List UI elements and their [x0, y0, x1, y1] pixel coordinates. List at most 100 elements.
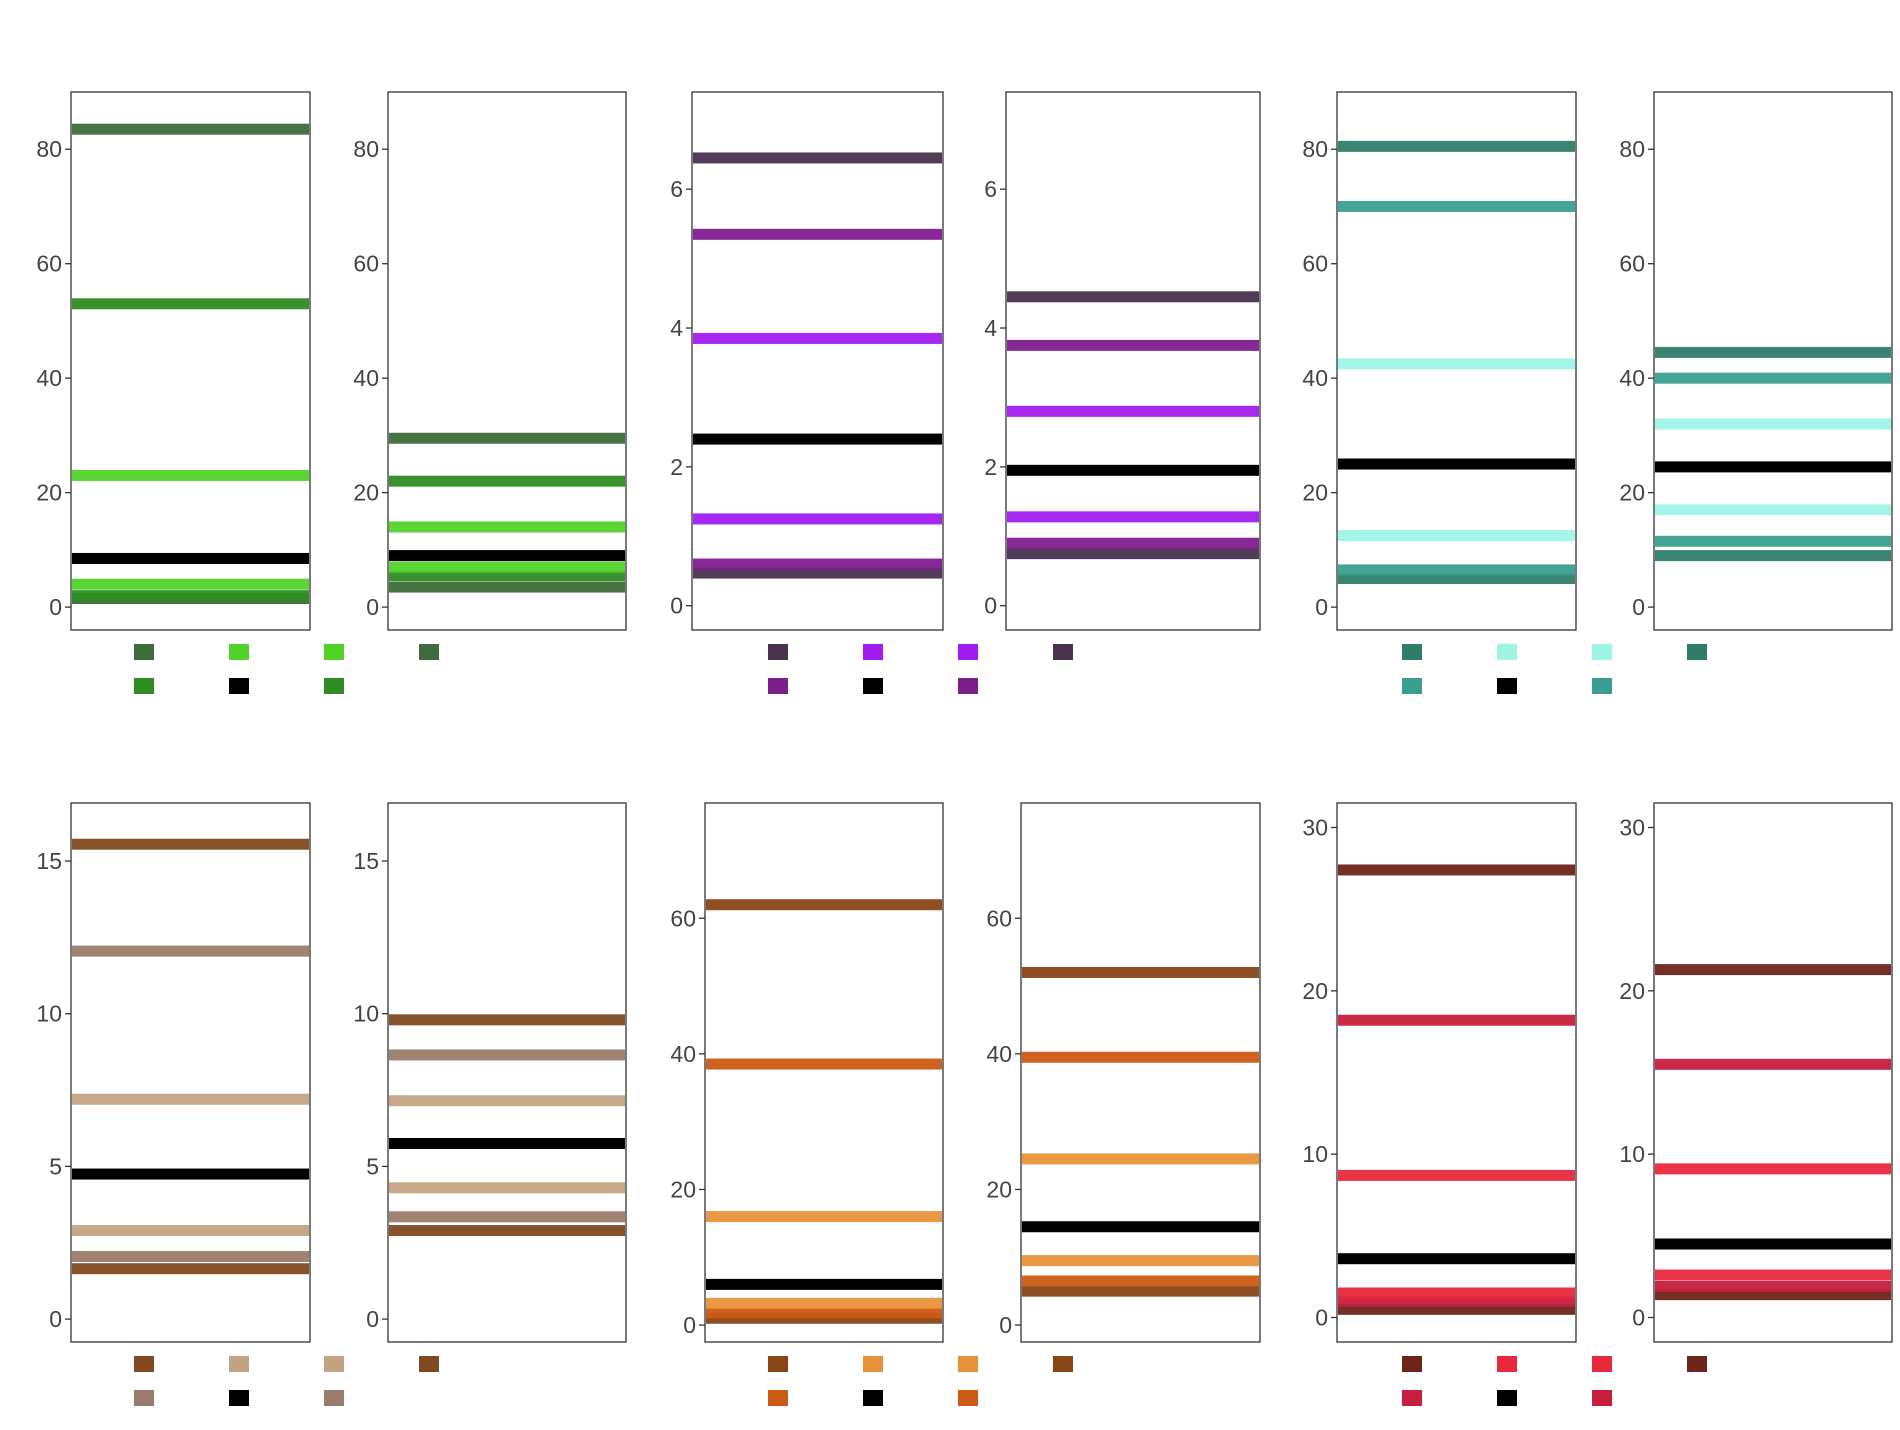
legend-swatch: [1687, 1356, 1707, 1372]
y-tick-label: 2: [984, 454, 997, 480]
y-tick-label: 20: [36, 480, 62, 506]
y-tick-label: 4: [670, 315, 683, 341]
percentile-band-5pct: [1022, 1285, 1259, 1297]
y-tick-label: 20: [1302, 480, 1328, 506]
percentile-band-25pct: [389, 1182, 625, 1194]
legend-swatch: [419, 644, 439, 660]
legend-swatch: [134, 644, 154, 660]
y-tick-label: 60: [36, 251, 62, 277]
legend-swatch: [863, 1390, 883, 1406]
percentile-band-90pct: [72, 298, 309, 310]
y-tick-label: 5: [49, 1153, 62, 1179]
y-tick-label: 0: [1315, 594, 1328, 620]
legend-swatch: [768, 1390, 788, 1406]
y-tick-label: 0: [49, 594, 62, 620]
legend-swatch: [768, 1356, 788, 1372]
percentile-band-25pct: [1655, 504, 1891, 516]
percentile-band-5pct: [389, 581, 625, 593]
y-tick-label: 15: [353, 848, 379, 874]
y-tick-label: 0: [999, 1312, 1012, 1338]
percentile-band-10pct: [1007, 537, 1259, 549]
percentile-band-75pct: [1338, 358, 1575, 370]
legend-swatch: [958, 1356, 978, 1372]
y-tick-label: 0: [683, 1312, 696, 1338]
percentile-band-5pct: [1655, 550, 1891, 562]
percentile-band-10pct: [389, 1211, 625, 1223]
y-tick-label: 80: [1302, 136, 1328, 162]
y-tick-label: 4: [984, 315, 997, 341]
y-tick-label: 0: [49, 1306, 62, 1332]
panel-frame: [704, 802, 944, 1343]
panel-frame: [1020, 802, 1261, 1343]
legend-swatch: [134, 678, 154, 694]
percentile-band-10pct: [72, 1250, 309, 1262]
percentile-band-50pct: [1338, 1253, 1575, 1265]
percentile-band-50pct: [1007, 464, 1259, 476]
percentile-band-95pct: [1007, 291, 1259, 303]
percentile-band-10pct: [706, 1307, 942, 1319]
y-tick-label: 80: [36, 136, 62, 162]
legend-swatch: [1402, 678, 1422, 694]
percentile-band-50pct: [693, 433, 942, 445]
y-tick-label: 40: [1302, 365, 1328, 391]
percentile-band-10pct: [1655, 535, 1891, 547]
percentile-band-95pct: [72, 123, 309, 135]
percentile-band-75pct: [1655, 1163, 1891, 1175]
percentile-band-25pct: [1655, 1269, 1891, 1281]
percentile-band-90pct: [1007, 339, 1259, 351]
percentile-band-50pct: [389, 550, 625, 562]
y-tick-label: 6: [984, 176, 997, 202]
panel-frame: [1336, 802, 1577, 1343]
percentile-band-50pct: [706, 1278, 942, 1290]
percentile-band-10pct: [72, 590, 309, 602]
legend-swatch: [324, 678, 344, 694]
y-tick-label: 60: [670, 905, 696, 931]
percentile-band-75pct: [693, 332, 942, 344]
percentile-band-50pct: [1022, 1221, 1259, 1233]
legend-swatch: [1497, 1356, 1517, 1372]
y-tick-label: 20: [1302, 978, 1328, 1004]
legend-swatch: [229, 1356, 249, 1372]
percentile-band-90pct: [72, 945, 309, 957]
legend-swatch: [958, 644, 978, 660]
percentile-band-5pct: [1007, 548, 1259, 560]
y-tick-label: 60: [986, 905, 1012, 931]
percentile-band-5pct: [693, 567, 942, 579]
legend-swatch: [1592, 1356, 1612, 1372]
legend-swatch: [958, 678, 978, 694]
percentile-band-90pct: [1655, 1058, 1891, 1070]
percentile-band-75pct: [1022, 1153, 1259, 1165]
y-tick-label: 40: [36, 365, 62, 391]
percentile-band-90pct: [706, 1058, 942, 1070]
percentile-band-50pct: [1655, 1238, 1891, 1250]
percentile-band-75pct: [1655, 418, 1891, 430]
percentile-band-95pct: [1338, 864, 1575, 876]
panel-frame: [691, 91, 944, 631]
legend-swatch: [324, 1356, 344, 1372]
y-tick-label: 60: [353, 251, 379, 277]
legend-swatch: [324, 1390, 344, 1406]
percentile-band-75pct: [1007, 405, 1259, 417]
y-tick-label: 40: [670, 1041, 696, 1067]
y-tick-label: 15: [36, 848, 62, 874]
legend-swatch: [1592, 1390, 1612, 1406]
percentile-band-75pct: [389, 521, 625, 533]
percentile-band-25pct: [706, 1297, 942, 1309]
percentile-band-5pct: [1338, 1303, 1575, 1315]
legend-swatch: [324, 644, 344, 660]
y-tick-label: 0: [366, 594, 379, 620]
percentile-band-10pct: [1022, 1275, 1259, 1287]
percentile-band-95pct: [389, 1014, 625, 1026]
panel-frame: [387, 802, 627, 1343]
y-tick-label: 6: [670, 176, 683, 202]
y-tick-label: 20: [670, 1176, 696, 1202]
percentile-band-5pct: [72, 1263, 309, 1275]
legend-swatch: [1053, 644, 1073, 660]
percentile-band-25pct: [1022, 1255, 1259, 1267]
percentile-band-75pct: [72, 469, 309, 481]
y-tick-label: 20: [1619, 480, 1645, 506]
percentile-band-50pct: [389, 1138, 625, 1150]
y-tick-label: 80: [1619, 136, 1645, 162]
y-tick-label: 0: [366, 1306, 379, 1332]
y-tick-label: 0: [1632, 1305, 1645, 1331]
